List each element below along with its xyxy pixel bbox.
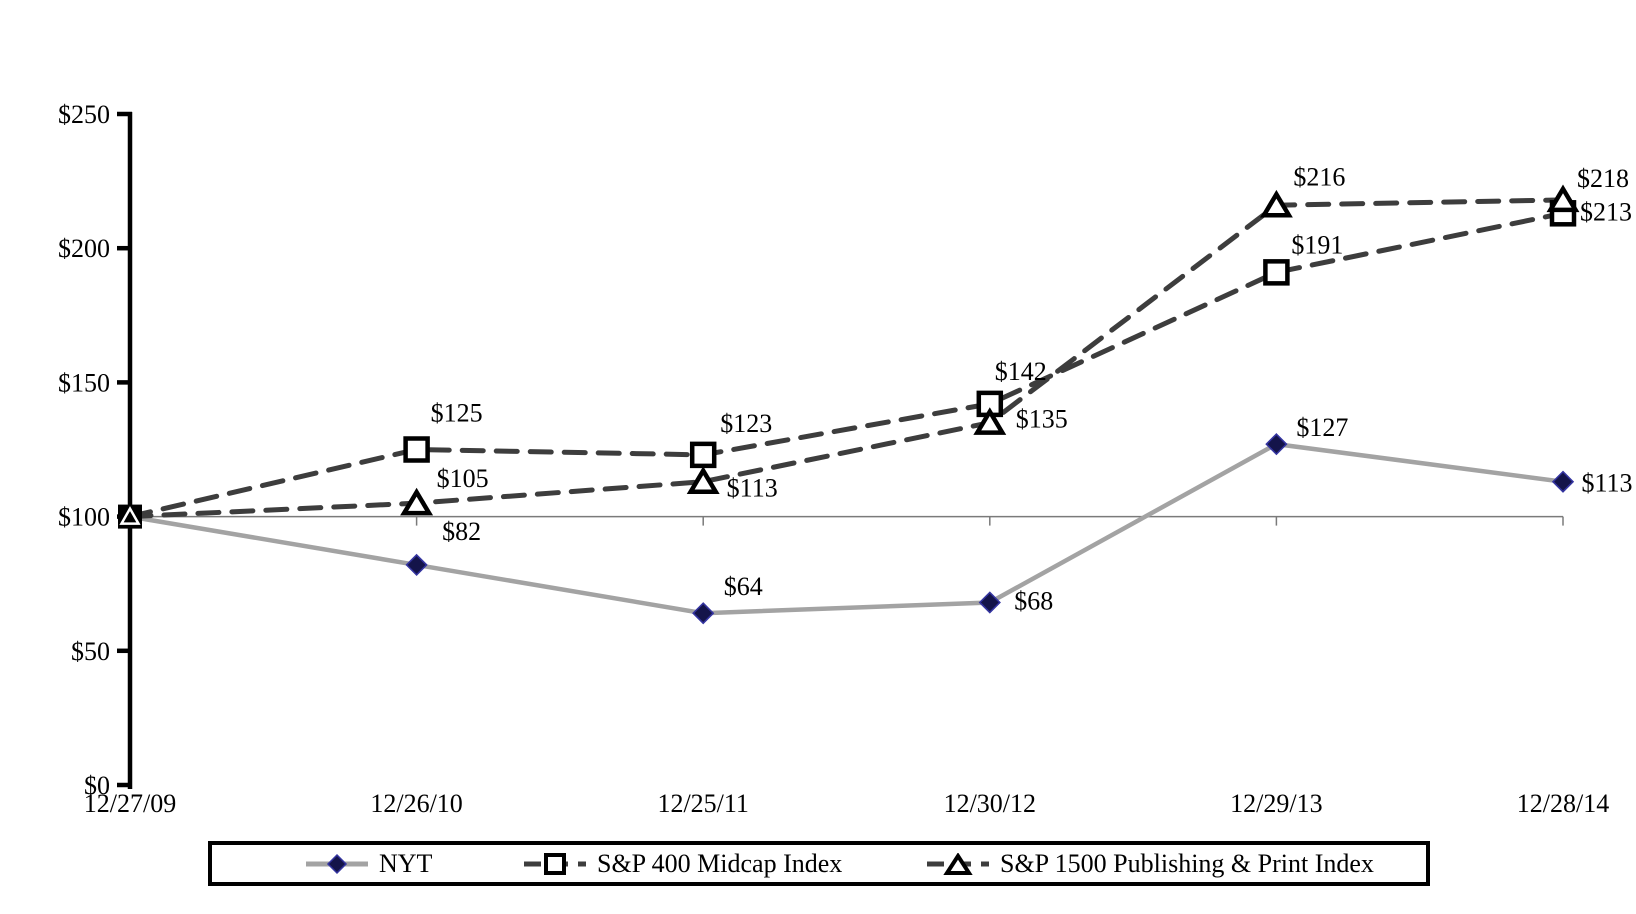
data-label: $64 <box>724 572 763 601</box>
marker-triangle <box>1546 184 1580 213</box>
series-line-2 <box>127 197 1566 520</box>
marker-triangle <box>1259 189 1293 218</box>
x-axis-label: 12/27/09 <box>84 789 176 818</box>
legend-label-sp400: S&P 400 Midcap Index <box>597 848 843 878</box>
x-axis-label: 12/29/13 <box>1230 789 1322 818</box>
data-label: $191 <box>1291 230 1343 259</box>
series-line-1 <box>127 210 1566 520</box>
marker-diamond <box>1265 433 1288 456</box>
marker-diamond <box>692 602 715 625</box>
legend-label-nyt: NYT <box>379 848 433 878</box>
data-label: $123 <box>720 409 772 438</box>
y-axis-label: $250 <box>58 100 110 129</box>
data-label: $125 <box>431 399 483 428</box>
legend-item-nyt: NYT <box>305 845 432 882</box>
marker-triangle <box>973 407 1007 435</box>
x-axis-label: 12/26/10 <box>370 789 462 818</box>
data-label: $105 <box>437 464 489 493</box>
data-label: $142 <box>995 357 1047 386</box>
data-label: $68 <box>1014 586 1053 615</box>
y-axis-label: $150 <box>58 368 110 397</box>
sp1500-series-marker-icon <box>927 852 989 875</box>
data-label: $135 <box>1016 405 1068 434</box>
y-axis-label: $0 <box>84 771 110 800</box>
marker-triangle <box>686 466 720 494</box>
marker-square <box>403 436 430 463</box>
data-label: $113 <box>1581 469 1632 498</box>
marker-diamond <box>978 591 1001 614</box>
legend-item-sp400: S&P 400 Midcap Index <box>523 845 842 882</box>
data-label: $127 <box>1296 413 1348 442</box>
marker-triangle <box>400 487 434 516</box>
marker-diamond <box>1551 470 1575 493</box>
y-axis-label: $50 <box>71 637 110 666</box>
data-label: $218 <box>1577 164 1629 193</box>
x-axis-label: 12/28/14 <box>1517 789 1609 818</box>
series-line-0 <box>127 441 1566 616</box>
marker-square <box>1263 259 1290 286</box>
x-axis-label: 12/25/11 <box>657 789 748 818</box>
y-axis-label: $100 <box>58 503 110 532</box>
marker-square <box>689 441 717 469</box>
legend-label-sp1500: S&P 1500 Publishing & Print Index <box>1000 848 1374 878</box>
start-point-marker-triangle <box>119 506 141 525</box>
sp400-series-marker-icon <box>524 852 586 875</box>
data-label: $213 <box>1580 197 1632 226</box>
data-label: $216 <box>1293 162 1345 191</box>
legend-item-sp1500: S&P 1500 Publishing & Print Index <box>926 845 1374 882</box>
marker-diamond <box>405 553 428 577</box>
data-label: $82 <box>442 517 481 546</box>
data-label: $113 <box>727 474 778 503</box>
legend: NYT S&P 400 Midcap Index S&P 1500 Publis… <box>208 841 1430 886</box>
x-axis-label: 12/30/12 <box>944 789 1036 818</box>
y-axis-label: $200 <box>58 234 110 263</box>
nyt-series-marker-icon <box>306 853 368 874</box>
